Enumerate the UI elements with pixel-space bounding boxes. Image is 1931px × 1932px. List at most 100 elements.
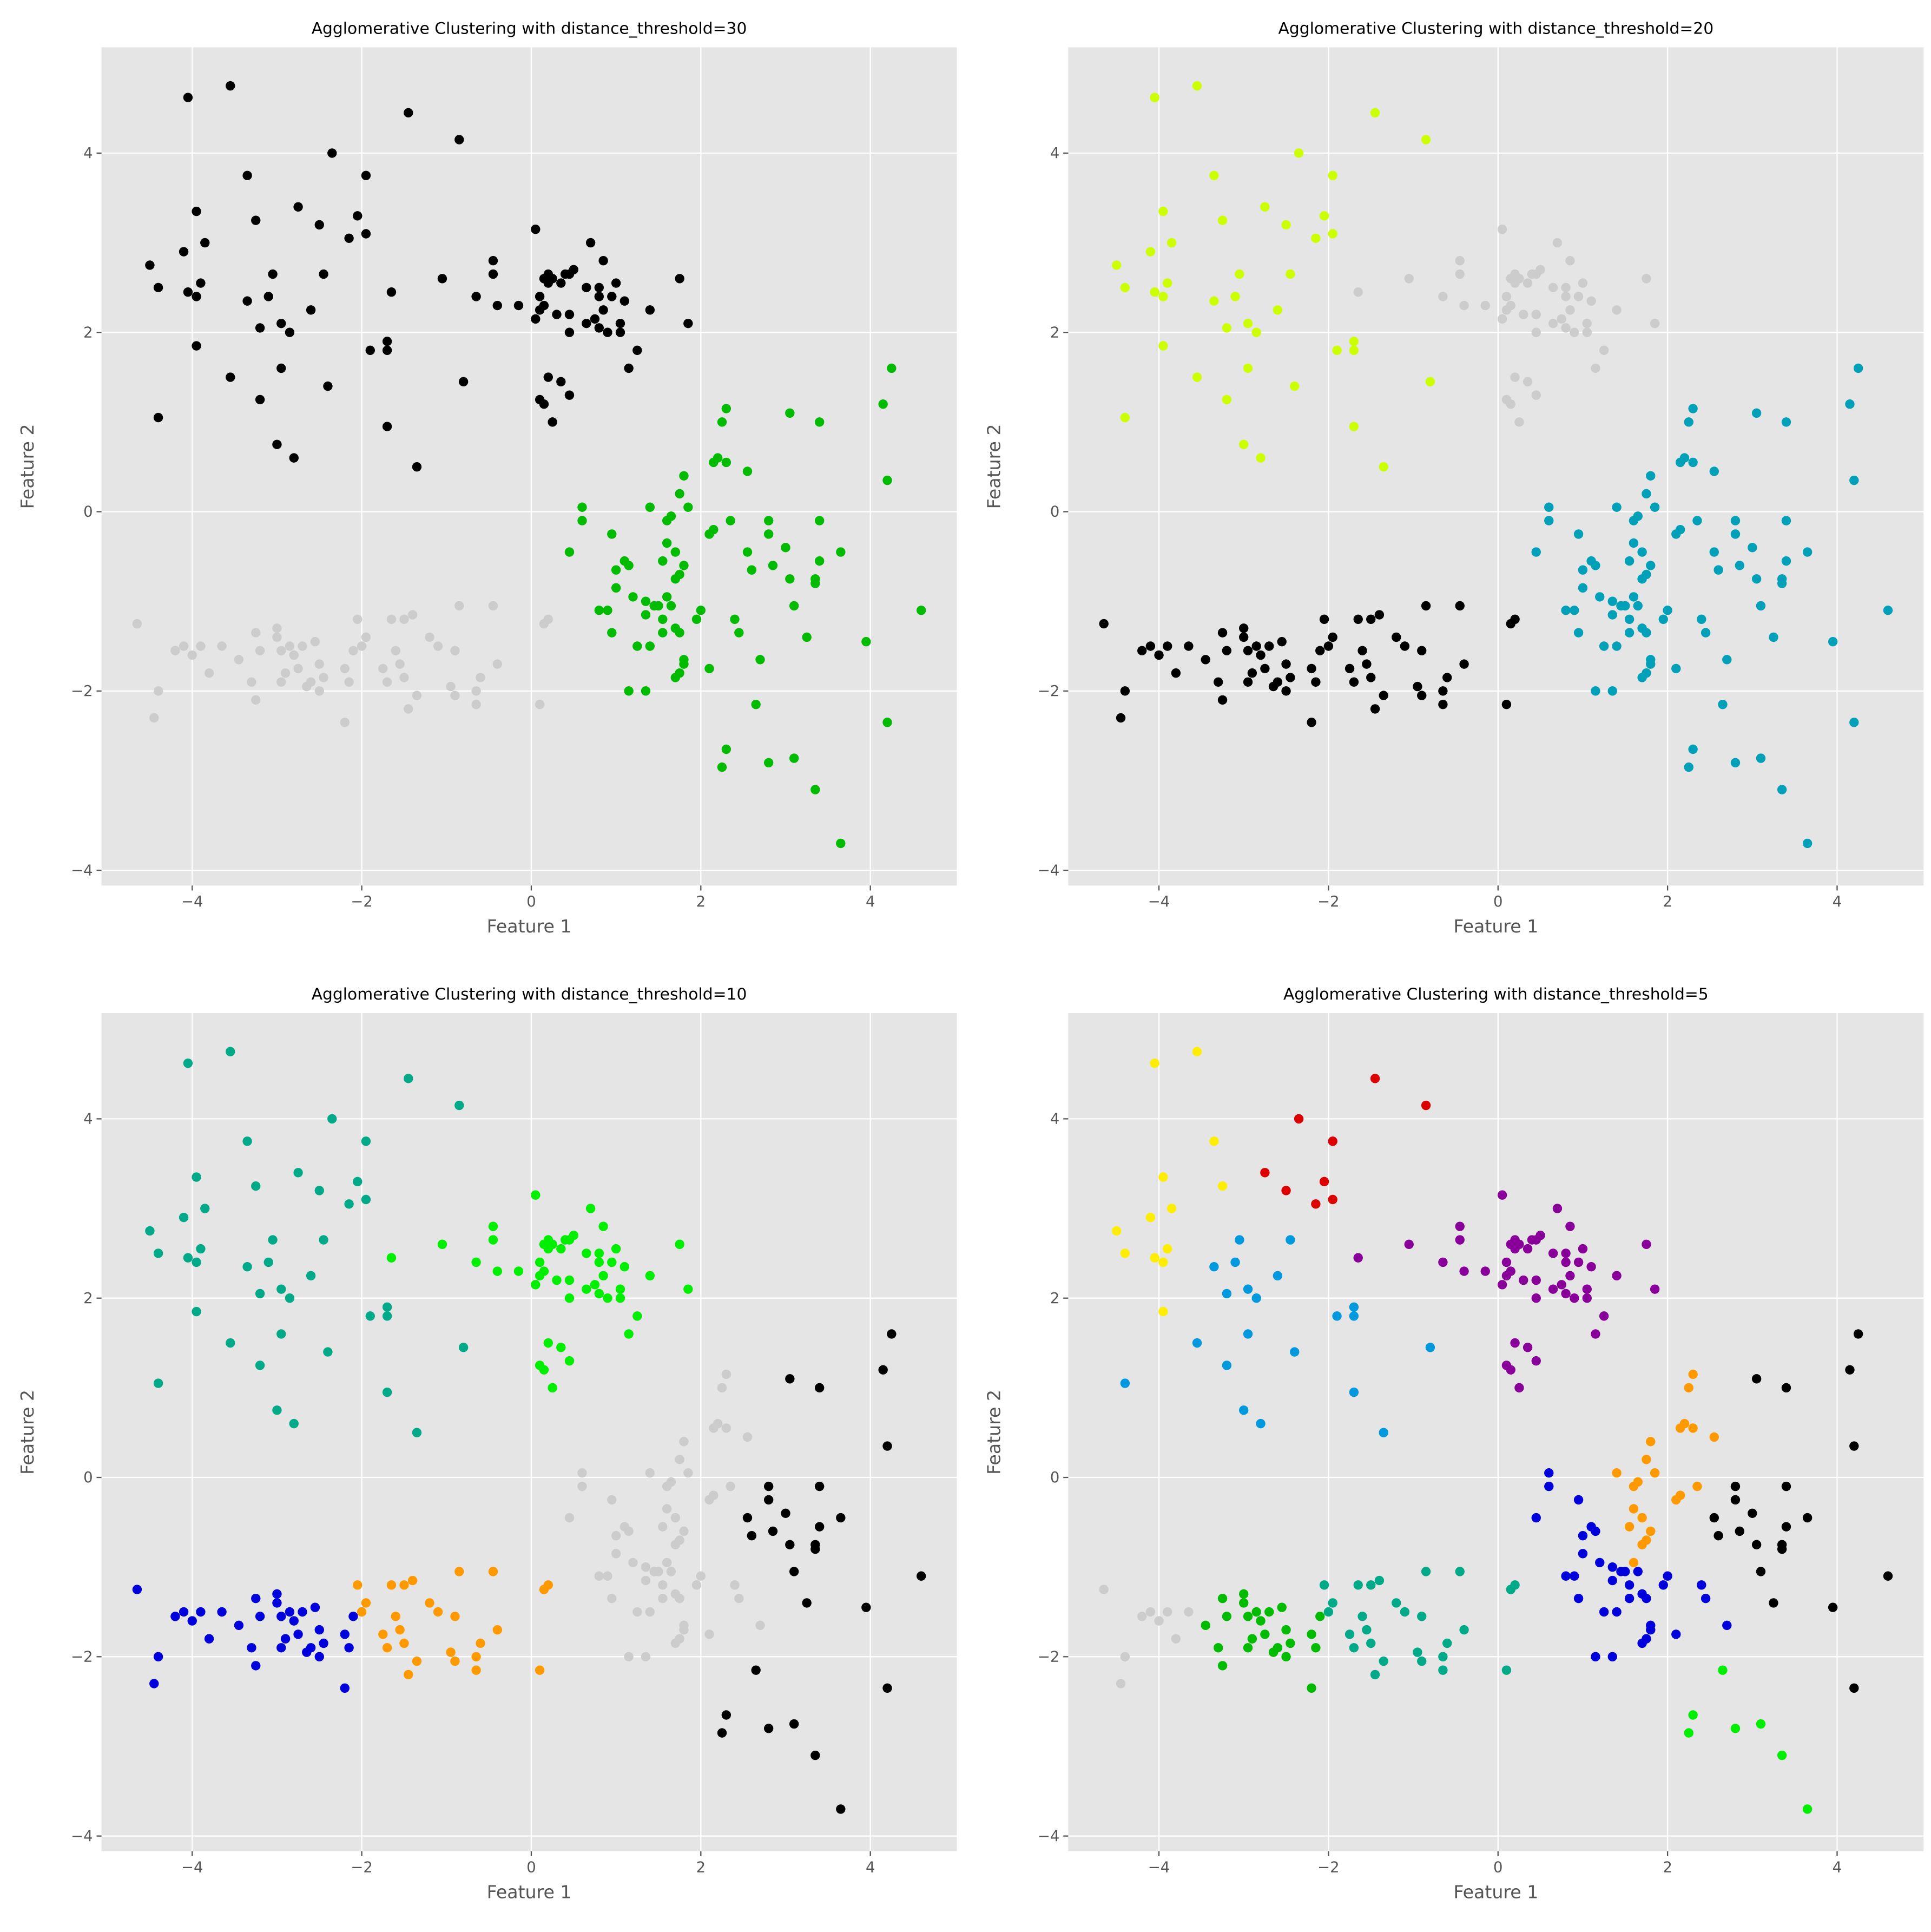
data-point <box>1137 646 1147 655</box>
data-point <box>585 238 596 248</box>
data-point <box>1802 547 1813 557</box>
data-point <box>192 292 201 301</box>
data-point <box>734 1593 744 1604</box>
data-point <box>1684 1383 1693 1393</box>
data-point <box>323 381 333 391</box>
data-point <box>1595 592 1605 602</box>
data-point <box>1425 1343 1435 1352</box>
data-point <box>1307 718 1316 727</box>
data-point <box>204 1634 214 1644</box>
data-point <box>153 686 163 696</box>
data-point <box>1374 1575 1385 1586</box>
data-point <box>192 1306 201 1317</box>
data-point <box>1642 274 1651 284</box>
data-point <box>1531 1275 1541 1285</box>
data-point <box>1701 628 1711 638</box>
data-point <box>1722 655 1732 665</box>
data-point <box>1362 659 1372 669</box>
data-point <box>742 1513 753 1523</box>
data-point <box>365 1311 375 1321</box>
data-point <box>531 1280 541 1290</box>
data-point <box>564 1356 575 1366</box>
data-point <box>327 148 337 158</box>
data-point <box>1286 1638 1295 1648</box>
data-point <box>1256 1616 1266 1626</box>
data-point <box>1120 1248 1130 1258</box>
data-point <box>471 699 481 709</box>
data-point <box>1307 1629 1316 1639</box>
data-point <box>658 1522 668 1532</box>
subplot-title: Agglomerative Clustering with distance_t… <box>1278 19 1713 38</box>
data-point <box>386 614 397 624</box>
data-point <box>1251 1293 1261 1303</box>
data-point <box>192 1257 201 1267</box>
data-point <box>645 1468 655 1478</box>
x-tick-label: −2 <box>351 1859 372 1876</box>
data-point <box>1332 345 1342 356</box>
data-point <box>1646 561 1656 570</box>
data-point <box>1684 417 1693 427</box>
data-point <box>1214 677 1223 687</box>
data-point <box>348 1612 358 1621</box>
data-point <box>412 1428 422 1437</box>
y-tick-label: 4 <box>83 1111 93 1128</box>
data-point <box>492 1266 502 1276</box>
data-point <box>675 1593 684 1604</box>
data-point <box>721 1369 731 1379</box>
data-point <box>717 1383 727 1393</box>
data-point <box>1158 1172 1168 1182</box>
data-point <box>1392 1598 1401 1608</box>
data-point <box>1120 686 1130 696</box>
data-point <box>357 641 367 651</box>
data-point <box>696 606 706 615</box>
data-point <box>763 529 774 539</box>
data-point <box>1230 1257 1240 1267</box>
data-point <box>1260 1168 1270 1178</box>
data-point <box>149 1679 159 1688</box>
data-point <box>1688 744 1698 754</box>
data-point <box>713 453 723 463</box>
data-point <box>1544 1481 1554 1491</box>
data-point <box>887 363 897 373</box>
data-point <box>1531 1293 1541 1303</box>
data-point <box>1345 1629 1355 1639</box>
data-point <box>196 641 206 651</box>
data-point <box>679 1526 689 1536</box>
data-point <box>293 1168 303 1178</box>
data-point <box>535 1257 545 1267</box>
data-point <box>1222 1361 1232 1370</box>
data-point <box>433 641 443 651</box>
subplot-1: −4 −2 0 2 4 −4 −2 0 2 4 Agglomerative Clustering w… <box>17 19 957 937</box>
data-point <box>1607 1575 1617 1586</box>
data-point <box>1374 610 1385 620</box>
data-point <box>1561 1257 1571 1267</box>
data-point <box>1328 1598 1337 1608</box>
data-point <box>1145 247 1156 257</box>
data-point <box>607 1495 617 1505</box>
data-point <box>247 1643 256 1653</box>
data-point <box>691 614 702 624</box>
data-point <box>1565 255 1575 266</box>
data-point <box>454 135 464 144</box>
data-point <box>132 1585 142 1594</box>
data-point <box>539 1266 549 1276</box>
data-point <box>1658 1580 1668 1590</box>
subplot-3: −4 −2 0 2 4 −4 −2 0 2 4 Agglomerative Clustering w… <box>17 985 957 1903</box>
data-point <box>577 1468 587 1478</box>
data-point <box>382 1302 392 1312</box>
data-point <box>679 1437 689 1447</box>
subplot-title: Agglomerative Clustering with distance_t… <box>1283 985 1709 1004</box>
data-point <box>611 1530 621 1541</box>
data-point <box>1557 1280 1566 1290</box>
data-point <box>1828 1602 1838 1612</box>
data-point <box>458 377 469 387</box>
data-point <box>666 511 676 521</box>
data-point <box>683 318 693 328</box>
data-point <box>255 395 265 405</box>
data-point <box>1709 1513 1719 1523</box>
data-point <box>276 1329 286 1339</box>
data-point <box>1531 1513 1541 1523</box>
x-axis-label: Feature 1 <box>487 1882 572 1903</box>
data-point <box>1120 1652 1130 1662</box>
